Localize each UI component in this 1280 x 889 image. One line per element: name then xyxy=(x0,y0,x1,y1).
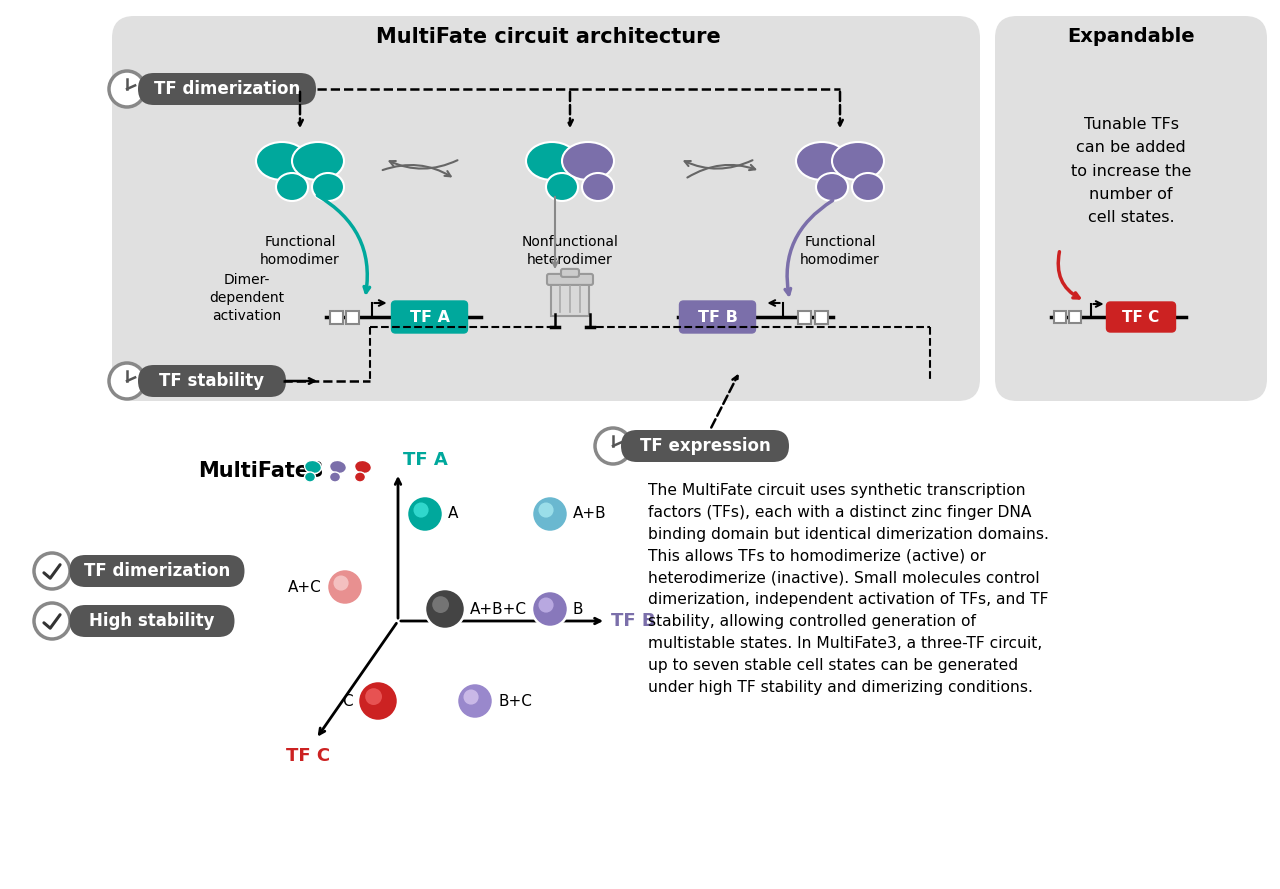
Ellipse shape xyxy=(292,142,344,180)
Circle shape xyxy=(35,603,70,639)
Ellipse shape xyxy=(817,173,849,201)
FancyBboxPatch shape xyxy=(797,310,810,324)
Text: C: C xyxy=(342,693,353,709)
Circle shape xyxy=(539,502,553,517)
Text: TF B: TF B xyxy=(698,309,737,324)
FancyBboxPatch shape xyxy=(1069,311,1080,323)
Circle shape xyxy=(358,681,398,721)
Text: TF A: TF A xyxy=(403,451,448,469)
Text: TF expression: TF expression xyxy=(640,437,771,455)
Circle shape xyxy=(35,553,70,589)
FancyBboxPatch shape xyxy=(547,274,593,284)
Text: The MultiFate circuit uses synthetic transcription
factors (TFs), each with a di: The MultiFate circuit uses synthetic tra… xyxy=(648,483,1048,695)
Ellipse shape xyxy=(562,142,614,180)
Circle shape xyxy=(457,683,493,719)
Text: A+C: A+C xyxy=(288,580,323,595)
Ellipse shape xyxy=(526,142,579,180)
FancyBboxPatch shape xyxy=(1106,302,1175,332)
Ellipse shape xyxy=(329,472,340,482)
FancyBboxPatch shape xyxy=(69,555,244,587)
FancyBboxPatch shape xyxy=(113,16,980,401)
Text: TF dimerization: TF dimerization xyxy=(154,80,300,98)
Circle shape xyxy=(109,363,145,399)
Circle shape xyxy=(532,496,568,532)
Text: A+B: A+B xyxy=(573,507,607,522)
Text: High stability: High stability xyxy=(90,612,215,630)
Ellipse shape xyxy=(305,472,315,482)
Ellipse shape xyxy=(256,142,308,180)
Ellipse shape xyxy=(355,472,366,482)
Text: B+C: B+C xyxy=(498,693,532,709)
Text: Tunable TFs
can be added
to increase the
number of
cell states.: Tunable TFs can be added to increase the… xyxy=(1071,116,1192,225)
Text: Nonfunctional
heterodimer: Nonfunctional heterodimer xyxy=(521,235,618,268)
FancyBboxPatch shape xyxy=(1053,311,1065,323)
Text: Dimer-
dependent
activation: Dimer- dependent activation xyxy=(210,273,284,324)
FancyBboxPatch shape xyxy=(550,280,589,316)
Ellipse shape xyxy=(796,142,849,180)
FancyBboxPatch shape xyxy=(392,301,467,333)
Text: Functional
homodimer: Functional homodimer xyxy=(800,235,879,268)
Text: B: B xyxy=(573,602,584,616)
Circle shape xyxy=(413,502,429,517)
Text: TF dimerization: TF dimerization xyxy=(84,562,230,580)
FancyBboxPatch shape xyxy=(346,310,358,324)
Ellipse shape xyxy=(276,173,308,201)
Text: TF C: TF C xyxy=(1123,309,1160,324)
Ellipse shape xyxy=(547,173,579,201)
Text: Expandable: Expandable xyxy=(1068,28,1194,46)
Circle shape xyxy=(463,690,479,705)
Text: TF C: TF C xyxy=(285,747,330,765)
Ellipse shape xyxy=(832,142,884,180)
Circle shape xyxy=(532,591,568,627)
Text: A: A xyxy=(448,507,458,522)
Text: TF A: TF A xyxy=(410,309,449,324)
FancyBboxPatch shape xyxy=(814,310,827,324)
Text: Functional
homodimer: Functional homodimer xyxy=(260,235,340,268)
Circle shape xyxy=(365,688,381,705)
Ellipse shape xyxy=(312,173,344,201)
Text: A+B+C: A+B+C xyxy=(470,602,527,616)
FancyBboxPatch shape xyxy=(621,430,788,462)
FancyBboxPatch shape xyxy=(69,605,234,637)
Ellipse shape xyxy=(582,173,614,201)
Text: MultiFate3: MultiFate3 xyxy=(198,461,324,481)
Text: TF stability: TF stability xyxy=(160,372,265,390)
Ellipse shape xyxy=(329,461,347,474)
FancyBboxPatch shape xyxy=(138,73,316,105)
Circle shape xyxy=(425,589,465,629)
Circle shape xyxy=(539,597,553,613)
Circle shape xyxy=(407,496,443,532)
Circle shape xyxy=(326,569,364,605)
FancyBboxPatch shape xyxy=(138,365,285,397)
FancyBboxPatch shape xyxy=(680,301,755,333)
Circle shape xyxy=(109,71,145,107)
Text: TF B: TF B xyxy=(611,612,655,630)
FancyBboxPatch shape xyxy=(561,268,579,276)
Circle shape xyxy=(433,597,449,613)
Ellipse shape xyxy=(852,173,884,201)
Ellipse shape xyxy=(305,461,321,474)
FancyBboxPatch shape xyxy=(995,16,1267,401)
FancyBboxPatch shape xyxy=(329,310,343,324)
Circle shape xyxy=(334,575,348,590)
Ellipse shape xyxy=(355,461,371,474)
Circle shape xyxy=(595,428,631,464)
Text: MultiFate circuit architecture: MultiFate circuit architecture xyxy=(375,27,721,47)
